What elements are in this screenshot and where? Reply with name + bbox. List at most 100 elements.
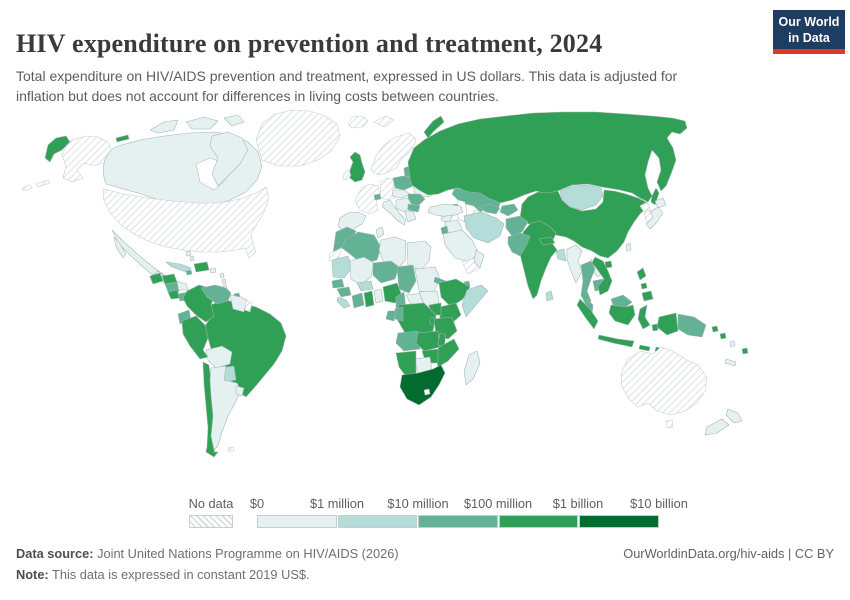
peru[interactable] xyxy=(181,315,209,360)
ireland[interactable] xyxy=(342,169,352,181)
france[interactable] xyxy=(354,183,381,215)
puerto-rico[interactable] xyxy=(209,267,217,274)
sulawesi[interactable] xyxy=(637,304,651,330)
india[interactable] xyxy=(517,220,558,300)
spain[interactable] xyxy=(337,211,367,233)
solomon-islands[interactable] xyxy=(711,325,727,340)
papua-new-guinea[interactable] xyxy=(677,313,707,338)
zambia[interactable] xyxy=(415,330,441,352)
falkland-islands[interactable] xyxy=(227,446,235,453)
kalimantan[interactable] xyxy=(608,304,636,326)
argentina[interactable] xyxy=(209,365,242,451)
italy[interactable] xyxy=(381,199,407,226)
fiji[interactable] xyxy=(741,347,749,355)
germany[interactable] xyxy=(378,177,396,201)
french-guiana[interactable] xyxy=(244,300,253,313)
jamaica[interactable] xyxy=(185,269,193,276)
mexico[interactable] xyxy=(111,229,189,291)
maluku[interactable] xyxy=(651,323,659,332)
gabon[interactable] xyxy=(385,310,397,322)
mongolia[interactable] xyxy=(559,184,604,211)
wrangel-russia[interactable] xyxy=(115,134,130,143)
russia[interactable] xyxy=(407,111,688,204)
alaska[interactable] xyxy=(61,135,113,183)
algeria[interactable] xyxy=(341,231,382,265)
venezuela[interactable] xyxy=(200,284,232,305)
philippines-mindanao[interactable] xyxy=(641,290,654,302)
cote-divoire[interactable] xyxy=(351,292,365,309)
united-kingdom[interactable] xyxy=(349,151,366,183)
philippines-visayas[interactable] xyxy=(640,282,648,290)
israel-jordan[interactable] xyxy=(440,225,449,235)
australia[interactable] xyxy=(620,346,708,416)
madagascar[interactable] xyxy=(463,350,481,386)
owid-logo[interactable]: Our World in Data xyxy=(773,10,845,55)
canada-arctic-1[interactable] xyxy=(149,119,179,134)
greenland[interactable] xyxy=(255,109,341,167)
owid-link[interactable]: OurWorldinData.org/hiv-aids | CC BY xyxy=(623,546,834,561)
saudi-arabia[interactable] xyxy=(442,229,479,263)
thailand[interactable] xyxy=(580,260,596,308)
vanuatu[interactable] xyxy=(729,340,736,348)
uzbekistan[interactable] xyxy=(477,203,501,215)
north-korea[interactable] xyxy=(639,201,651,213)
legend-bin-3[interactable] xyxy=(418,515,498,528)
burkina-faso[interactable] xyxy=(356,280,374,292)
new-zealand-south[interactable] xyxy=(704,418,730,436)
senegal[interactable] xyxy=(331,278,345,289)
bahamas[interactable] xyxy=(185,250,195,262)
ghana[interactable] xyxy=(363,290,375,308)
turkey[interactable] xyxy=(427,203,464,218)
afghanistan[interactable] xyxy=(505,215,529,237)
vietnam[interactable] xyxy=(591,256,613,296)
iran[interactable] xyxy=(463,211,505,244)
pakistan[interactable] xyxy=(507,232,531,257)
aleutians[interactable] xyxy=(21,179,51,192)
guatemala[interactable] xyxy=(149,272,164,285)
south-africa[interactable] xyxy=(399,364,446,406)
svalbard[interactable] xyxy=(373,115,395,128)
novaya-zemlya[interactable] xyxy=(423,115,445,139)
sudan[interactable] xyxy=(414,266,441,294)
japan-hokkaido[interactable] xyxy=(654,197,667,209)
tasmania[interactable] xyxy=(665,419,674,429)
papua-indonesia[interactable] xyxy=(656,312,679,336)
tunisia[interactable] xyxy=(375,226,385,239)
switzerland[interactable] xyxy=(373,193,382,201)
angola[interactable] xyxy=(395,330,421,352)
legend-no-data-swatch[interactable] xyxy=(189,515,233,528)
borneo-malaysia[interactable] xyxy=(610,294,633,308)
united-states[interactable] xyxy=(102,186,270,259)
legend-bin-1[interactable] xyxy=(257,515,337,528)
sumatra[interactable] xyxy=(576,298,599,330)
oman[interactable] xyxy=(473,249,485,269)
java[interactable] xyxy=(597,334,635,348)
central-europe[interactable] xyxy=(391,189,411,199)
kyrgyzstan-tajikistan[interactable] xyxy=(499,203,519,217)
somalia[interactable] xyxy=(461,284,489,318)
mali[interactable] xyxy=(349,256,375,286)
legend-bin-4[interactable] xyxy=(498,515,579,528)
uruguay[interactable] xyxy=(235,385,245,397)
lesotho[interactable] xyxy=(423,388,431,396)
philippines-luzon[interactable] xyxy=(636,267,647,281)
baja-california[interactable] xyxy=(113,236,127,259)
congo[interactable] xyxy=(394,306,404,322)
myanmar[interactable] xyxy=(566,244,583,284)
guinea[interactable] xyxy=(336,286,352,298)
legend-bin-5[interactable] xyxy=(579,515,659,528)
mauritania[interactable] xyxy=(331,255,353,279)
scandinavia[interactable] xyxy=(370,132,417,176)
nicaragua[interactable] xyxy=(164,281,180,293)
bolivia[interactable] xyxy=(205,345,233,369)
ethiopia[interactable] xyxy=(438,278,471,308)
taiwan[interactable] xyxy=(625,242,632,252)
nepal[interactable] xyxy=(538,236,556,246)
sierra-leone-liberia[interactable] xyxy=(336,296,351,309)
togo-benin[interactable] xyxy=(373,288,384,304)
haiti-dominican-republic[interactable] xyxy=(193,261,210,273)
iceland[interactable] xyxy=(347,115,369,129)
baffin-island[interactable] xyxy=(209,131,249,187)
new-zealand-north[interactable] xyxy=(725,408,743,424)
sri-lanka[interactable] xyxy=(545,290,554,302)
